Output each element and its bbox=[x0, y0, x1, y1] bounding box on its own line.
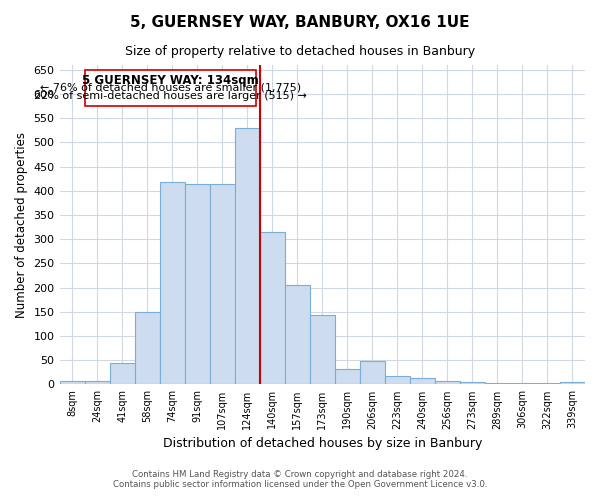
Text: 22% of semi-detached houses are larger (515) →: 22% of semi-detached houses are larger (… bbox=[34, 90, 307, 101]
Bar bbox=[260, 232, 285, 384]
Text: ← 76% of detached houses are smaller (1,775): ← 76% of detached houses are smaller (1,… bbox=[40, 82, 301, 92]
Bar bbox=[435, 381, 460, 384]
Bar bbox=[134, 312, 160, 384]
Bar bbox=[209, 184, 235, 384]
Bar bbox=[310, 315, 335, 384]
Text: Contains HM Land Registry data © Crown copyright and database right 2024.
Contai: Contains HM Land Registry data © Crown c… bbox=[113, 470, 487, 489]
Bar bbox=[110, 362, 134, 384]
Text: Size of property relative to detached houses in Banbury: Size of property relative to detached ho… bbox=[125, 45, 475, 58]
Bar bbox=[360, 361, 385, 384]
Bar bbox=[460, 382, 485, 384]
Bar bbox=[85, 380, 110, 384]
Bar bbox=[285, 285, 310, 384]
Y-axis label: Number of detached properties: Number of detached properties bbox=[15, 132, 28, 318]
Bar bbox=[560, 382, 585, 384]
X-axis label: Distribution of detached houses by size in Banbury: Distribution of detached houses by size … bbox=[163, 437, 482, 450]
Bar bbox=[160, 182, 185, 384]
FancyBboxPatch shape bbox=[85, 70, 256, 106]
Text: 5, GUERNSEY WAY, BANBURY, OX16 1UE: 5, GUERNSEY WAY, BANBURY, OX16 1UE bbox=[130, 15, 470, 30]
Bar bbox=[335, 369, 360, 384]
Bar bbox=[385, 376, 410, 384]
Bar bbox=[185, 184, 209, 384]
Text: 5 GUERNSEY WAY: 134sqm: 5 GUERNSEY WAY: 134sqm bbox=[82, 74, 259, 86]
Bar bbox=[410, 378, 435, 384]
Bar bbox=[235, 128, 260, 384]
Bar bbox=[59, 380, 85, 384]
